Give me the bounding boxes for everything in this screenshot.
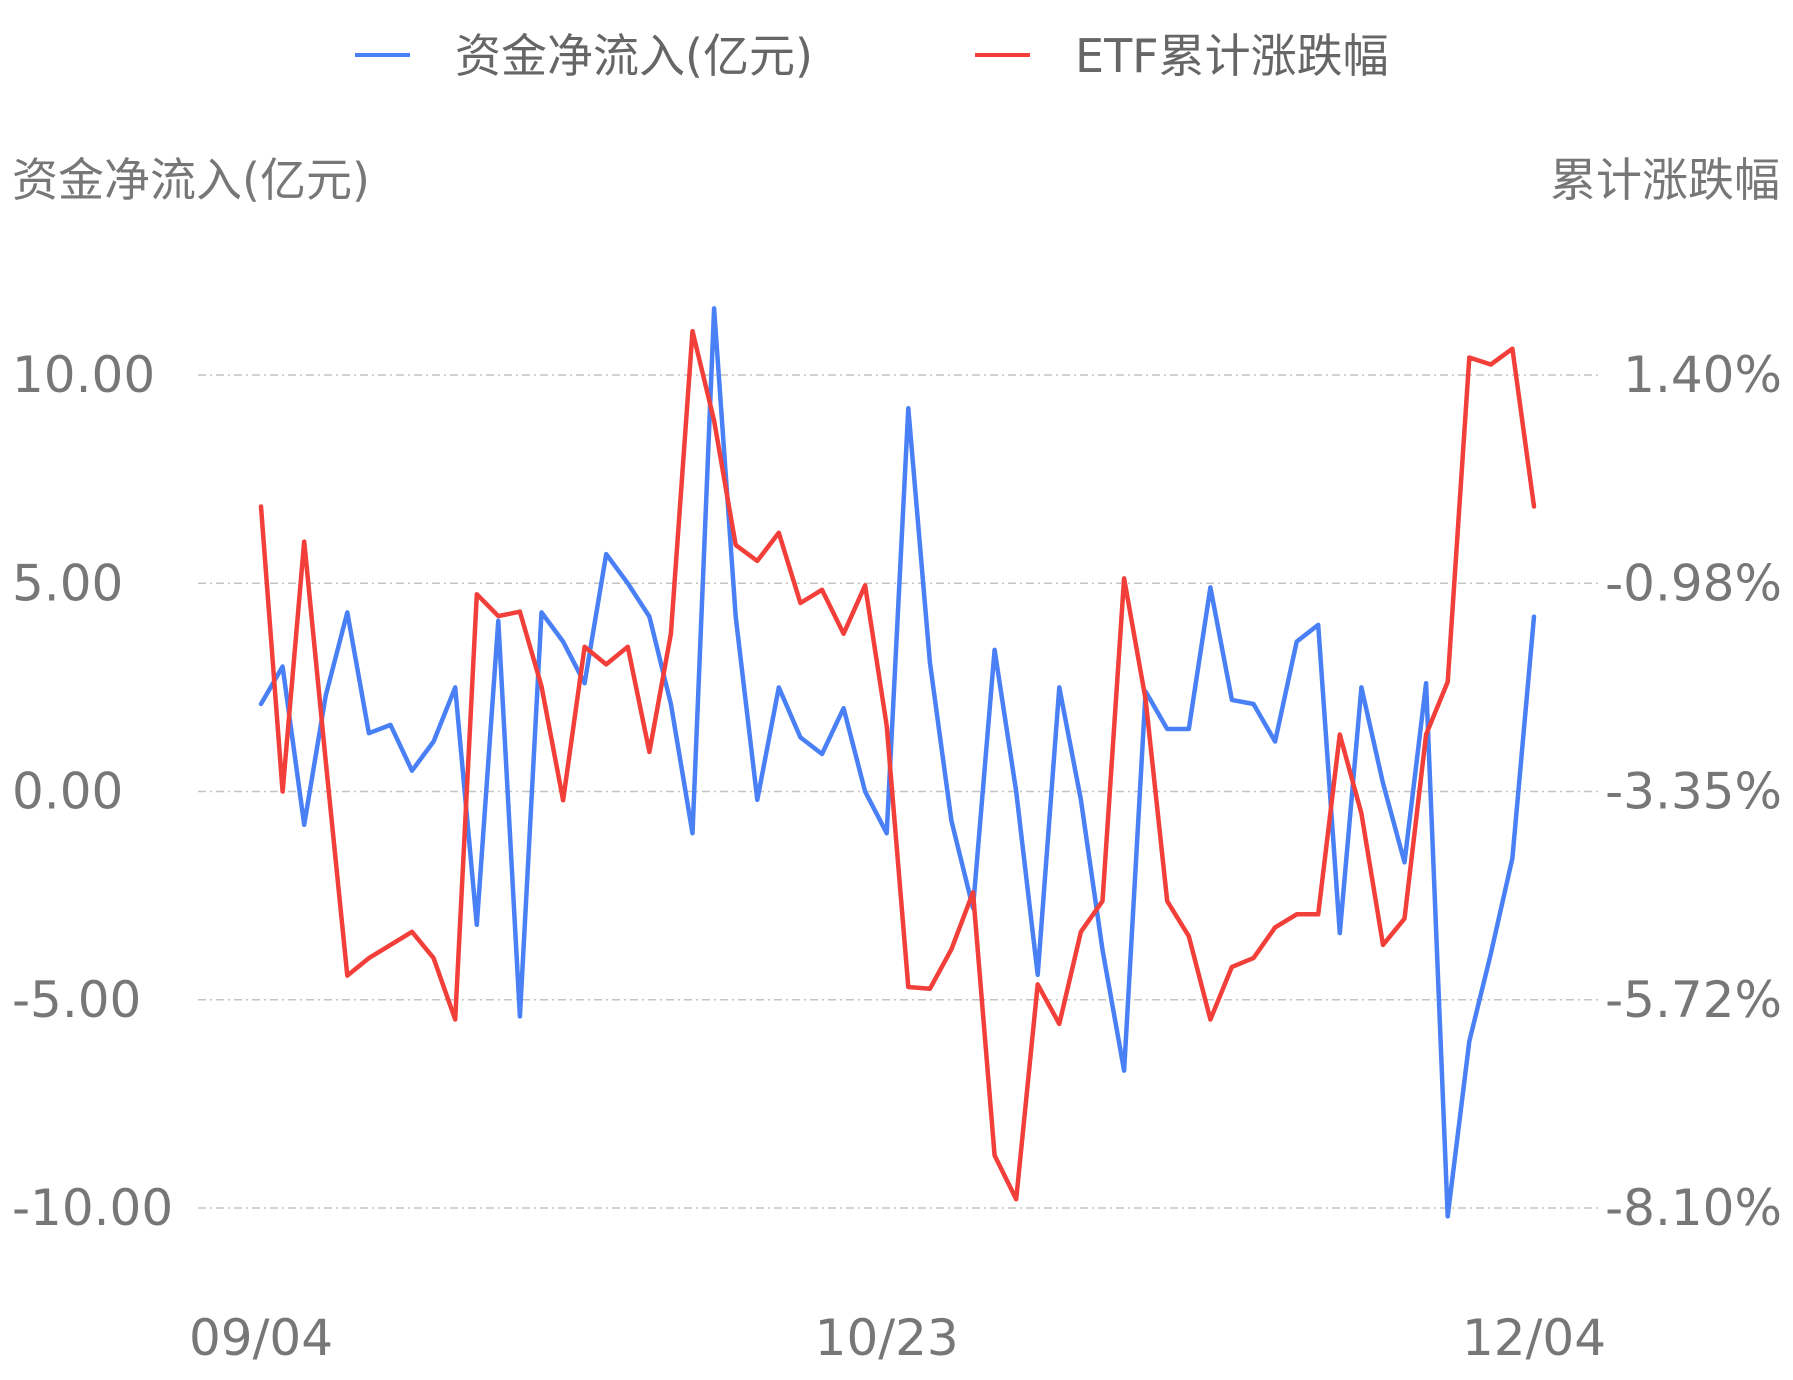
x-ticks: 09/04 10/23 12/04 [189,1309,1606,1367]
plot-lines [258,306,1537,1219]
x-tick-label: 10/23 [815,1309,959,1367]
y-right-tick-label: 1.40% [1623,346,1782,404]
y-left-tick-label: -10.00 [12,1179,173,1237]
y-right-tick-label: -5.72% [1605,971,1782,1029]
y-right-axis-label: 累计涨跌幅 [1550,153,1780,207]
legend: 资金净流入(亿元) ETF累计涨跌幅 [355,29,1389,83]
y-left-axis-label: 资金净流入(亿元) [12,153,370,207]
y-left-ticks: 10.00 5.00 0.00 -5.00 -10.00 [12,346,173,1237]
y-left-tick-label: 10.00 [12,346,155,404]
y-right-ticks: 1.40% -0.98% -3.35% -5.72% -8.10% [1605,346,1782,1237]
y-right-tick-label: -8.10% [1605,1179,1782,1237]
legend-label-return: ETF累计涨跌幅 [1075,29,1389,83]
y-left-tick-label: -5.00 [12,971,141,1029]
y-left-tick-label: 5.00 [12,554,123,612]
grid-lines [198,374,1598,1209]
y-left-tick-label: 0.00 [12,763,123,821]
series-line-cumulative-return [258,328,1537,1202]
y-right-tick-label: -3.35% [1605,763,1782,821]
series-line-net-inflow [258,306,1537,1219]
x-tick-label: 09/04 [189,1309,333,1367]
y-right-tick-label: -0.98% [1605,554,1782,612]
x-tick-label: 12/04 [1462,1309,1606,1367]
legend-label-flow: 资金净流入(亿元) [455,29,813,83]
